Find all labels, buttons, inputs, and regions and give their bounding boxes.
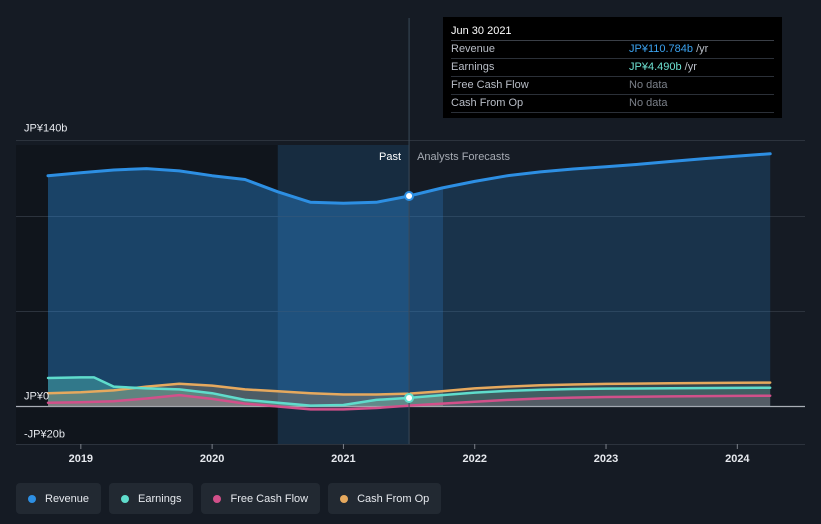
free-cash-flow-line [46,393,772,411]
free-cash-flow-area-forecast [443,395,771,407]
forecast-label: Analysts Forecasts [417,151,510,163]
legend-dot-icon [121,494,130,503]
tooltip-label: Free Cash Flow [451,79,529,91]
x-tick-label: 2024 [725,453,750,465]
tooltip-value-cash-from-op: No data [629,97,668,109]
revenue-area-past [48,168,443,407]
revenue-highlight-marker [404,190,415,201]
tooltip-value-earnings: JP¥4.490b [629,61,682,73]
revenue-area-forecast [443,153,771,407]
tooltip-row-earnings: Earnings JP¥4.490b /yr [451,59,774,77]
legend-label: Cash From Op [357,492,430,505]
tooltip-row-cash-from-op: Cash From Op No data [451,95,774,113]
tooltip-unit: /yr [693,43,709,55]
tooltip-row-free-cash-flow: Free Cash Flow No data [451,77,774,95]
legend-label: Free Cash Flow [230,492,309,505]
tooltip-value-free-cash-flow: No data [629,79,668,91]
earnings-line [46,376,772,407]
x-tick-label: 2020 [200,453,224,465]
tooltip-value: JP¥4.490b /yr [629,59,697,76]
tooltip-label: Earnings [451,61,495,73]
legend-item-revenue[interactable]: Revenue [16,483,102,514]
tooltip-unit: /yr [681,61,697,73]
data-tooltip: Jun 30 2021 Revenue JP¥110.784b /yr Earn… [443,17,782,118]
cash-from-op-line [46,381,772,396]
x-tick-label: 2022 [462,453,486,465]
chart-legend: Revenue Earnings Free Cash Flow Cash Fro… [16,483,442,514]
tooltip-date: Jun 30 2021 [451,24,774,41]
legend-dot-icon [28,494,36,503]
tooltip-label: Revenue [451,43,496,55]
tooltip-value: JP¥110.784b /yr [629,41,708,58]
legend-item-cash-from-op[interactable]: Cash From Op [328,483,442,514]
y-tick-label: JP¥140b [24,123,67,135]
y-tick-label: JP¥0 [24,391,49,403]
tooltip-value-revenue: JP¥110.784b [629,43,694,55]
legend-item-earnings[interactable]: Earnings [109,483,194,514]
legend-dot-icon [340,494,349,503]
x-tick-label: 2021 [331,453,355,465]
tooltip-label: Cash From Op [451,97,524,109]
past-label: Past [379,151,401,163]
legend-item-free-cash-flow[interactable]: Free Cash Flow [201,483,321,514]
tooltip-row-revenue: Revenue JP¥110.784b /yr [451,41,774,59]
legend-label: Revenue [45,492,90,505]
legend-label: Earnings [138,492,182,505]
x-tick-label: 2023 [594,453,618,465]
y-tick-label: -JP¥20b [24,429,65,441]
earnings-highlight-marker [404,392,415,403]
pre-period-background [16,145,278,444]
legend-dot-icon [213,494,222,503]
x-tick-label: 2019 [69,453,93,465]
